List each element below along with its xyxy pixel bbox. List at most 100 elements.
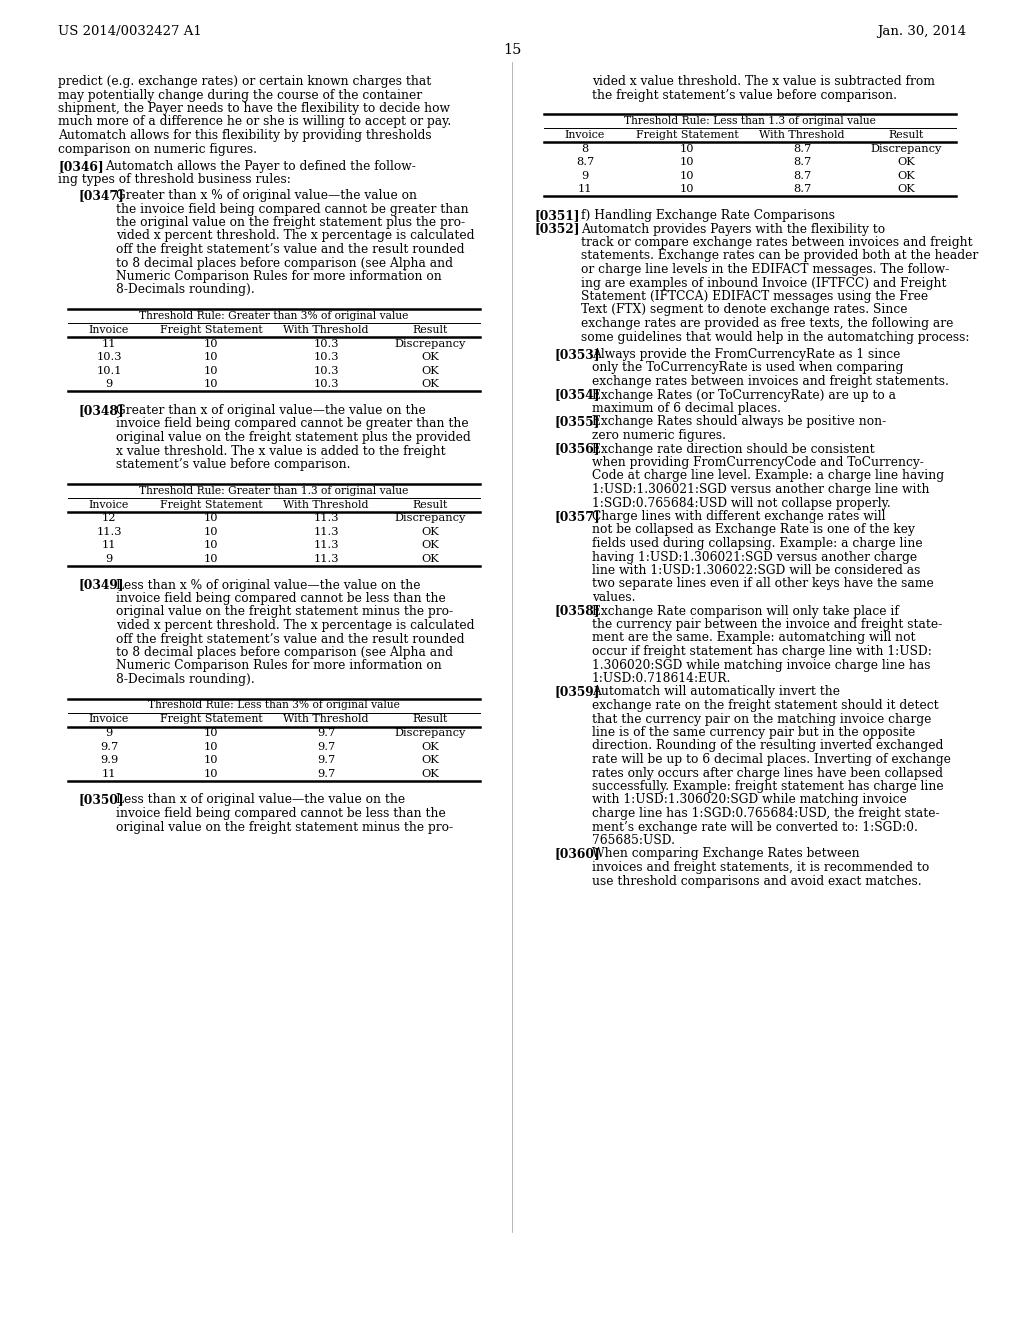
Text: 9.9: 9.9 [100, 755, 118, 766]
Text: 11.3: 11.3 [313, 540, 339, 550]
Text: Result: Result [413, 499, 447, 510]
Text: OK: OK [421, 352, 439, 362]
Text: US 2014/0032427 A1: US 2014/0032427 A1 [58, 25, 202, 38]
Text: OK: OK [421, 768, 439, 779]
Text: Less than x % of original value—the value on the: Less than x % of original value—the valu… [116, 578, 421, 591]
Text: statement’s value before comparison.: statement’s value before comparison. [116, 458, 350, 471]
Text: 8.7: 8.7 [793, 170, 811, 181]
Text: Greater than x % of original value—the value on: Greater than x % of original value—the v… [116, 189, 417, 202]
Text: 8-Decimals rounding).: 8-Decimals rounding). [116, 284, 255, 297]
Text: Threshold Rule: Less than 1.3 of original value: Threshold Rule: Less than 1.3 of origina… [624, 116, 876, 125]
Text: 10: 10 [204, 540, 218, 550]
Text: [0348]: [0348] [78, 404, 124, 417]
Text: 11: 11 [101, 768, 117, 779]
Text: or charge line levels in the EDIFACT messages. The follow-: or charge line levels in the EDIFACT mes… [581, 263, 949, 276]
Text: Invoice: Invoice [89, 499, 129, 510]
Text: having 1:USD:1.306021:SGD versus another charge: having 1:USD:1.306021:SGD versus another… [592, 550, 918, 564]
Text: Result: Result [413, 325, 447, 335]
Text: use threshold comparisons and avoid exact matches.: use threshold comparisons and avoid exac… [592, 874, 922, 887]
Text: exchange rates between invoices and freight statements.: exchange rates between invoices and frei… [592, 375, 949, 388]
Text: vided x percent threshold. The x percentage is calculated: vided x percent threshold. The x percent… [116, 230, 474, 243]
Text: [0346]: [0346] [58, 160, 103, 173]
Text: track or compare exchange rates between invoices and freight: track or compare exchange rates between … [581, 236, 973, 249]
Text: invoice field being compared cannot be less than the: invoice field being compared cannot be l… [116, 807, 445, 820]
Text: 9: 9 [105, 729, 113, 738]
Text: Text (FTX) segment to denote exchange rates. Since: Text (FTX) segment to denote exchange ra… [581, 304, 907, 317]
Text: 9.7: 9.7 [100, 742, 118, 752]
Text: Exchange rate direction should be consistent: Exchange rate direction should be consis… [592, 442, 874, 455]
Text: Jan. 30, 2014: Jan. 30, 2014 [877, 25, 966, 38]
Text: much more of a difference he or she is willing to accept or pay.: much more of a difference he or she is w… [58, 116, 452, 128]
Text: 1:SGD:0.765684:USD will not collapse properly.: 1:SGD:0.765684:USD will not collapse pro… [592, 496, 891, 510]
Text: 8.7: 8.7 [793, 185, 811, 194]
Text: 1.306020:SGD while matching invoice charge line has: 1.306020:SGD while matching invoice char… [592, 659, 931, 672]
Text: 10: 10 [204, 554, 218, 564]
Text: Freight Statement: Freight Statement [160, 325, 262, 335]
Text: Code at charge line level. Example: a charge line having: Code at charge line level. Example: a ch… [592, 470, 944, 483]
Text: With Threshold: With Threshold [284, 325, 369, 335]
Text: 8.7: 8.7 [793, 144, 811, 153]
Text: shipment, the Payer needs to have the flexibility to decide how: shipment, the Payer needs to have the fl… [58, 102, 450, 115]
Text: x value threshold. The x value is added to the freight: x value threshold. The x value is added … [116, 445, 445, 458]
Text: the original value on the freight statement plus the pro-: the original value on the freight statem… [116, 216, 465, 228]
Text: 8.7: 8.7 [793, 157, 811, 168]
Text: original value on the freight statement plus the provided: original value on the freight statement … [116, 432, 471, 444]
Text: 10: 10 [204, 366, 218, 376]
Text: occur if freight statement has charge line with 1:USD:: occur if freight statement has charge li… [592, 645, 932, 657]
Text: OK: OK [897, 170, 914, 181]
Text: OK: OK [421, 379, 439, 389]
Text: two separate lines even if all other keys have the same: two separate lines even if all other key… [592, 578, 934, 590]
Text: 1:USD:1.306021:SGD versus another charge line with: 1:USD:1.306021:SGD versus another charge… [592, 483, 930, 496]
Text: Automatch provides Payers with the flexibility to: Automatch provides Payers with the flexi… [581, 223, 885, 235]
Text: Automatch will automatically invert the: Automatch will automatically invert the [592, 685, 840, 698]
Text: When comparing Exchange Rates between: When comparing Exchange Rates between [592, 847, 859, 861]
Text: original value on the freight statement minus the pro-: original value on the freight statement … [116, 606, 454, 619]
Text: when providing FromCurrencyCode and ToCurrency-: when providing FromCurrencyCode and ToCu… [592, 455, 924, 469]
Text: OK: OK [421, 742, 439, 752]
Text: 9.7: 9.7 [316, 729, 335, 738]
Text: 1:USD:0.718614:EUR.: 1:USD:0.718614:EUR. [592, 672, 731, 685]
Text: vided x percent threshold. The x percentage is calculated: vided x percent threshold. The x percent… [116, 619, 474, 632]
Text: Invoice: Invoice [565, 129, 605, 140]
Text: With Threshold: With Threshold [284, 499, 369, 510]
Text: Greater than x of original value—the value on the: Greater than x of original value—the val… [116, 404, 426, 417]
Text: 9.7: 9.7 [316, 768, 335, 779]
Text: [0350]: [0350] [78, 793, 124, 807]
Text: exchange rate on the freight statement should it detect: exchange rate on the freight statement s… [592, 700, 939, 711]
Text: predict (e.g. exchange rates) or certain known charges that: predict (e.g. exchange rates) or certain… [58, 75, 431, 88]
Text: with 1:USD:1.306020:SGD while matching invoice: with 1:USD:1.306020:SGD while matching i… [592, 793, 906, 807]
Text: With Threshold: With Threshold [284, 714, 369, 725]
Text: 765685:USD.: 765685:USD. [592, 834, 675, 847]
Text: 11.3: 11.3 [313, 527, 339, 537]
Text: 9.7: 9.7 [316, 755, 335, 766]
Text: Invoice: Invoice [89, 714, 129, 725]
Text: original value on the freight statement minus the pro-: original value on the freight statement … [116, 821, 454, 833]
Text: 10.3: 10.3 [313, 366, 339, 376]
Text: statements. Exchange rates can be provided both at the header: statements. Exchange rates can be provid… [581, 249, 978, 263]
Text: invoices and freight statements, it is recommended to: invoices and freight statements, it is r… [592, 861, 929, 874]
Text: 11.3: 11.3 [96, 527, 122, 537]
Text: With Threshold: With Threshold [759, 129, 845, 140]
Text: Freight Statement: Freight Statement [160, 499, 262, 510]
Text: 10: 10 [680, 185, 694, 194]
Text: 10.3: 10.3 [313, 339, 339, 348]
Text: some guidelines that would help in the automatching process:: some guidelines that would help in the a… [581, 330, 970, 343]
Text: 9: 9 [582, 170, 589, 181]
Text: to 8 decimal places before comparison (see Alpha and: to 8 decimal places before comparison (s… [116, 256, 453, 269]
Text: 10.1: 10.1 [96, 366, 122, 376]
Text: Threshold Rule: Less than 3% of original value: Threshold Rule: Less than 3% of original… [148, 701, 400, 710]
Text: 10: 10 [204, 768, 218, 779]
Text: 10: 10 [680, 157, 694, 168]
Text: OK: OK [421, 540, 439, 550]
Text: Discrepancy: Discrepancy [394, 729, 466, 738]
Text: Exchange Rates should always be positive non-: Exchange Rates should always be positive… [592, 416, 886, 429]
Text: 8.7: 8.7 [575, 157, 594, 168]
Text: 8: 8 [582, 144, 589, 153]
Text: values.: values. [592, 591, 636, 605]
Text: [0355]: [0355] [554, 416, 599, 429]
Text: Charge lines with different exchange rates will: Charge lines with different exchange rat… [592, 510, 886, 523]
Text: [0357]: [0357] [554, 510, 600, 523]
Text: direction. Rounding of the resulting inverted exchanged: direction. Rounding of the resulting inv… [592, 739, 943, 752]
Text: [0351]: [0351] [534, 209, 580, 222]
Text: exchange rates are provided as free texts, the following are: exchange rates are provided as free text… [581, 317, 953, 330]
